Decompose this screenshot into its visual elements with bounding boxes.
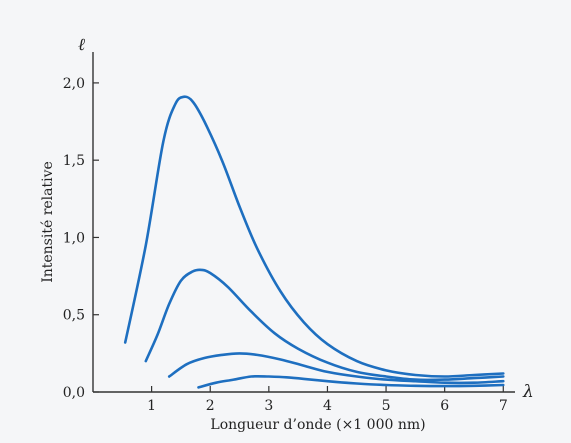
intensity-curve-4 [197,374,505,389]
x-tick-label: 7 [499,398,508,414]
x-axis-title: Longueur d’onde (×1 000 nm) [210,417,425,433]
y-tick-label: 0,0 [63,385,85,401]
y-axis-title: Intensité relative [40,161,56,283]
intensity-curve-2 [144,268,505,382]
intensity-curve-1 [123,95,505,378]
y-tick-label: 2,0 [63,76,85,92]
x-axis-symbol: λ [522,382,534,402]
x-tick-label: 5 [382,398,391,414]
x-tick-label: 6 [440,398,449,414]
intensity-curve-3 [167,352,505,385]
y-tick-label: 1,0 [63,230,85,246]
y-tick-label: 1,5 [63,153,85,169]
series-layer [123,95,505,389]
x-tick-label: 4 [323,398,332,414]
y-tick-label: 0,5 [63,308,85,324]
ticks-layer: 1 2 3 4 5 6 7 0,0 0,5 1,0 1,5 2,0 [63,76,508,414]
x-tick-label: 3 [264,398,273,414]
x-tick-label: 1 [147,398,156,414]
y-axis-symbol: ℓ [78,35,85,55]
x-tick-label: 2 [206,398,215,414]
